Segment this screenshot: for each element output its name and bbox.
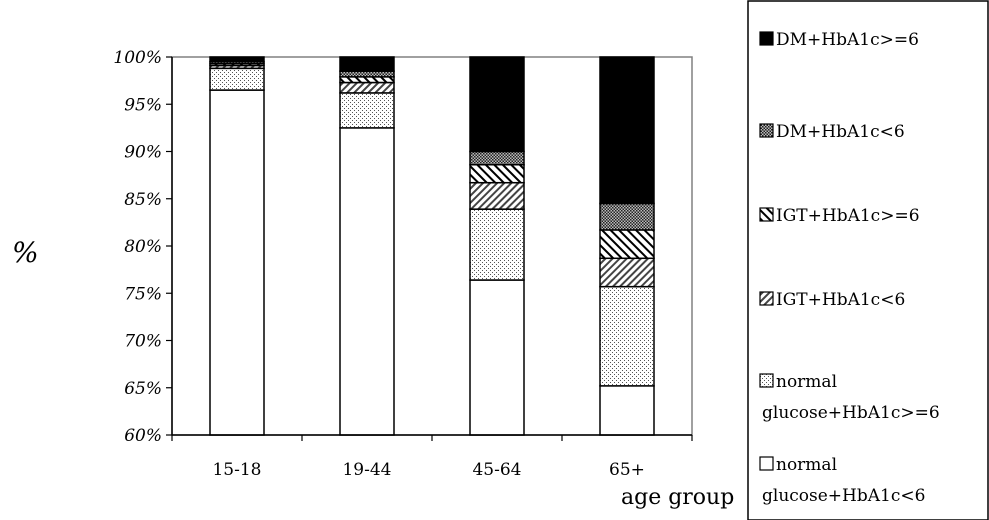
y-tick-label: 60% bbox=[124, 426, 162, 446]
y-tick-label: 70% bbox=[124, 332, 162, 352]
y-tick-label: 65% bbox=[124, 379, 162, 399]
x-axis-title: age group bbox=[621, 485, 734, 510]
y-tick-label: 80% bbox=[124, 237, 162, 257]
bar-segment bbox=[339, 81, 395, 94]
bar-segment bbox=[469, 56, 525, 153]
legend-swatch bbox=[759, 291, 774, 306]
legend-swatch bbox=[759, 123, 774, 138]
bar-segment bbox=[469, 208, 525, 281]
bar-segment bbox=[469, 163, 525, 184]
y-tick-label: 100% bbox=[113, 48, 162, 68]
bar-segment bbox=[469, 181, 525, 210]
x-tick-label: 15-18 bbox=[212, 460, 261, 480]
x-tick-label: 45-64 bbox=[472, 460, 521, 480]
bar-segment bbox=[599, 229, 655, 260]
bar-segment bbox=[209, 67, 265, 91]
bar-segment bbox=[209, 56, 265, 63]
legend-label: glucose+HbA1c>=6 bbox=[762, 403, 940, 423]
y-tick-label: 75% bbox=[124, 284, 162, 304]
y-tick-label: 90% bbox=[124, 143, 162, 163]
legend-label: normal bbox=[776, 455, 837, 475]
legend-label: IGT+HbA1c>=6 bbox=[776, 206, 920, 226]
bars-layer bbox=[209, 56, 655, 436]
x-tick-label: 19-44 bbox=[342, 460, 391, 480]
bar-segment bbox=[469, 279, 525, 436]
bar-segment bbox=[339, 56, 395, 72]
bar-segment bbox=[599, 202, 655, 231]
bar-segment bbox=[599, 56, 655, 205]
x-tick-label: 65+ bbox=[609, 460, 645, 480]
bar-segment bbox=[339, 76, 395, 84]
legend-swatch bbox=[759, 456, 774, 471]
bar-segment bbox=[469, 150, 525, 166]
x-axis-ticks: 15-18 19-44 45-64 65+ bbox=[171, 435, 693, 480]
legend-label: normal bbox=[776, 372, 837, 392]
legend-label: DM+HbA1c<6 bbox=[776, 122, 905, 142]
bar-segment bbox=[339, 92, 395, 129]
y-tick-label: 85% bbox=[124, 190, 162, 210]
legend-swatch bbox=[759, 207, 774, 222]
legend-swatch bbox=[759, 31, 774, 46]
y-tick-label: 95% bbox=[124, 95, 162, 115]
bar-segment bbox=[599, 385, 655, 436]
bar-segment bbox=[209, 89, 265, 436]
legend-frame bbox=[747, 0, 989, 520]
legend-label: DM+HbA1c>=6 bbox=[776, 30, 919, 50]
legend-swatch bbox=[759, 373, 774, 388]
bar-segment bbox=[339, 127, 395, 436]
bar-segment bbox=[339, 70, 395, 78]
legend-label: glucose+HbA1c<6 bbox=[762, 486, 925, 506]
bar-segment bbox=[599, 257, 655, 288]
y-axis-ticks: 60% 65% 70% 75% 80% 85% 90% 95% 100% bbox=[113, 48, 172, 446]
bar-segment bbox=[599, 285, 655, 387]
legend-label: IGT+HbA1c<6 bbox=[776, 290, 905, 310]
legend: DM+HbA1c>=6 DM+HbA1c<6 IGT+HbA1c>=6 IGT+HbA… bbox=[759, 30, 940, 506]
y-axis-title: % bbox=[12, 236, 39, 269]
